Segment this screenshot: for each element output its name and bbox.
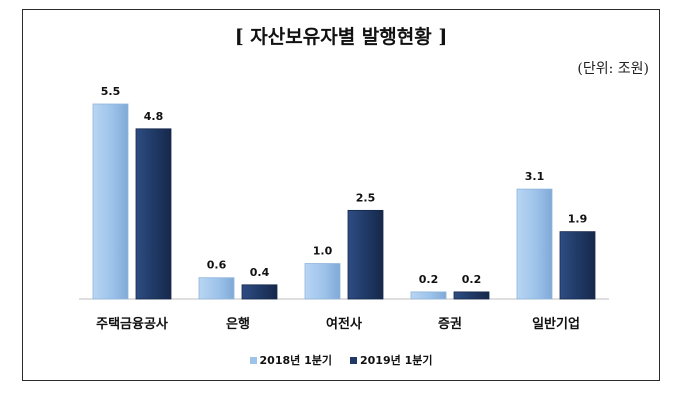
- legend-label-2018: 2018년 1분기: [259, 354, 332, 367]
- legend: 2018년 1분기 2019년 1분기: [23, 352, 659, 368]
- bar-2019-1: [241, 284, 278, 300]
- category-label-3: 증권: [438, 317, 462, 332]
- bar-2019-3: [453, 291, 490, 300]
- value-label-2019-4: 1.9: [568, 213, 588, 226]
- bar-2019-0: [135, 128, 172, 300]
- bar-2019-2: [347, 209, 384, 300]
- value-label-2018-0: 5.5: [101, 85, 121, 98]
- legend-label-2019: 2019년 1분기: [360, 354, 433, 367]
- legend-item-2019: 2019년 1분기: [350, 352, 432, 368]
- value-label-2019-0: 4.8: [144, 110, 164, 123]
- unit-note: (단위: 조원): [577, 61, 649, 77]
- bar-chart: 5.5 4.8 주택금융공사 0.6 0.4 은행 1.0 2.5 여전사 0.2 0.2 증권 3.1…: [79, 85, 609, 332]
- category-label-1: 은행: [226, 316, 250, 332]
- chart-title: [ 자산보유자별 발행현황 ]: [234, 26, 448, 48]
- value-label-2019-2: 2.5: [356, 191, 376, 204]
- chart-frame: [ 자산보유자별 발행현황 ] (단위: 조원) 5.5 4.8 주택금융공사 0.6…: [22, 9, 660, 381]
- bar-2018-2: [304, 263, 341, 300]
- bar-2018-1: [198, 277, 235, 300]
- legend-swatch-2019: [350, 356, 357, 364]
- value-label-2018-3: 0.2: [419, 273, 439, 286]
- legend-item-2018: 2018년 1분기: [249, 352, 332, 368]
- category-label-4: 일반기업: [532, 316, 580, 332]
- value-label-2018-1: 0.6: [207, 259, 227, 272]
- bar-2019-4: [559, 231, 596, 300]
- value-label-2018-2: 1.0: [313, 245, 333, 258]
- category-label-2: 여전사: [326, 316, 362, 332]
- bar-2018-0: [92, 103, 129, 300]
- value-label-2019-3: 0.2: [462, 273, 482, 286]
- legend-swatch-2018: [249, 356, 257, 364]
- value-label-2019-1: 0.4: [250, 266, 270, 279]
- value-label-2018-4: 3.1: [525, 170, 545, 183]
- category-label-0: 주택금융공사: [96, 316, 168, 332]
- bar-2018-3: [410, 291, 447, 300]
- bar-2018-4: [516, 188, 553, 300]
